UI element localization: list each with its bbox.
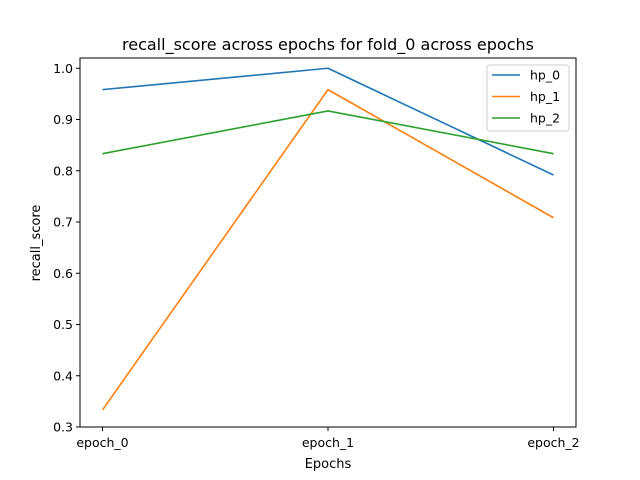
y-tick-label: 0.3 — [53, 420, 73, 435]
chart-title: recall_score across epochs for fold_0 ac… — [122, 35, 534, 55]
legend-box — [486, 64, 570, 132]
series-line-hp_1 — [101, 88, 554, 411]
series-line-hp_2 — [102, 110, 554, 155]
y-axis-label: recall_score — [29, 205, 44, 282]
series-lines — [101, 67, 554, 411]
y-tick-label: 1.0 — [53, 61, 73, 76]
y-tick-label: 0.6 — [53, 266, 73, 281]
y-tick-label: 0.5 — [53, 317, 73, 332]
x-axis: epoch_0 epoch_1 epoch_2 — [76, 427, 580, 450]
y-tick-label: 0.8 — [53, 163, 73, 178]
y-axis: 0.3 0.4 0.5 0.6 0.7 0.8 0.9 1.0 — [53, 61, 80, 435]
x-tick-label: epoch_0 — [76, 435, 128, 450]
legend-label-hp_1: hp_1 — [530, 89, 560, 104]
legend-label-hp_0: hp_0 — [530, 68, 560, 83]
y-tick-label: 0.4 — [53, 368, 73, 383]
x-axis-label: Epochs — [305, 457, 352, 472]
legend-label-hp_2: hp_2 — [530, 111, 560, 126]
legend: hp_0 hp_1 hp_2 — [486, 64, 570, 132]
x-tick-label: epoch_2 — [527, 435, 579, 450]
y-tick-label: 0.9 — [53, 112, 73, 127]
x-tick-label: epoch_1 — [302, 435, 354, 450]
y-tick-label: 0.7 — [53, 215, 73, 230]
